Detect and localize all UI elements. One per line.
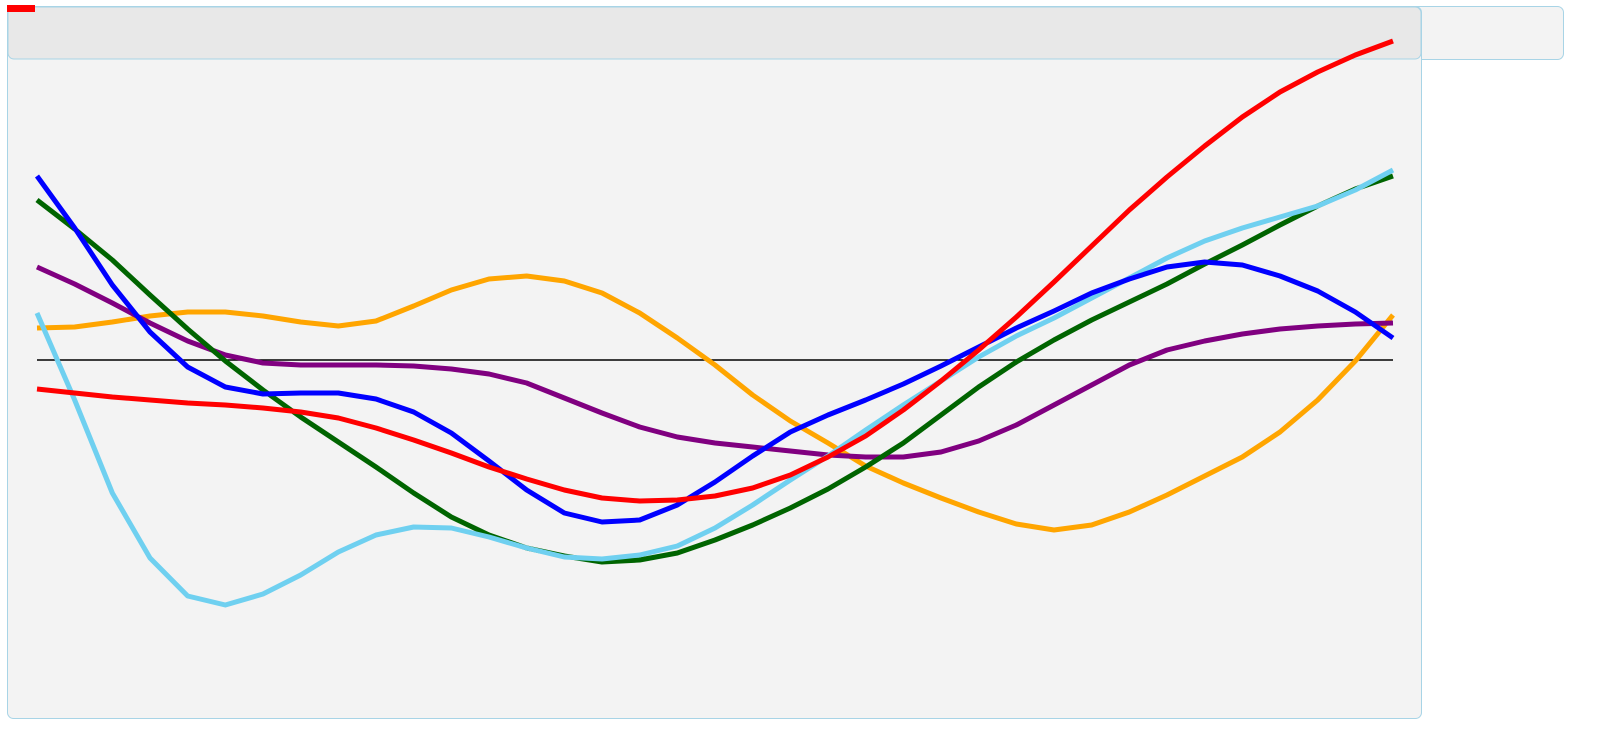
series-line [34,174,1395,525]
series-line [35,264,1394,460]
series-line [36,273,1395,533]
series-line [35,173,1394,565]
marker [7,5,35,12]
panel-header [7,6,1422,60]
series-line [36,38,1394,504]
series-line [34,167,1395,608]
plot [34,38,1395,608]
